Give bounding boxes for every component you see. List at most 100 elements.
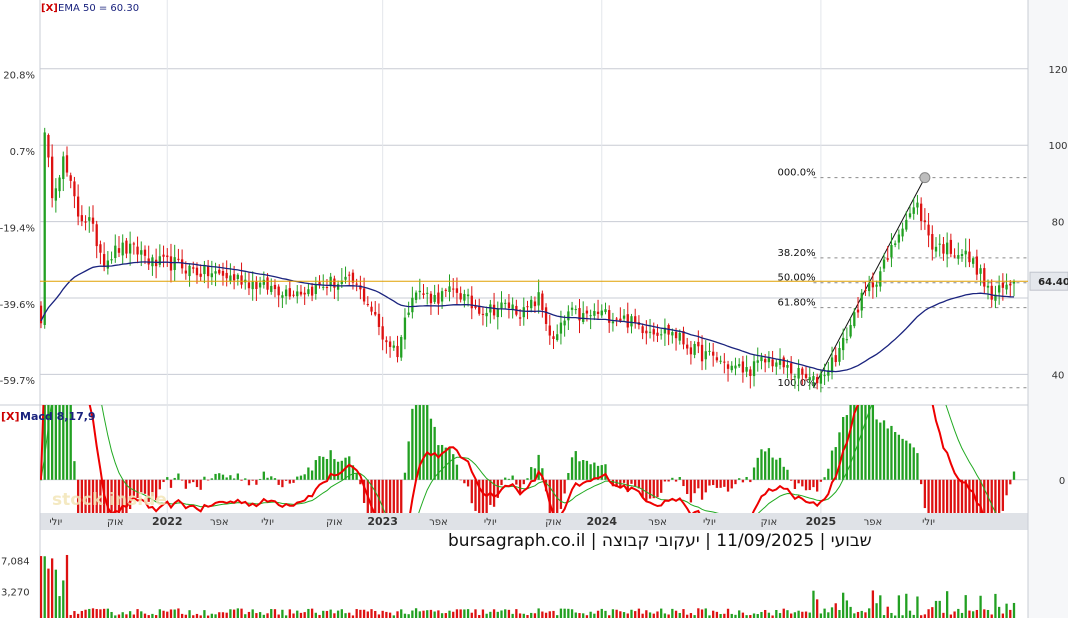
- volume-bar: [136, 609, 139, 618]
- candle: [645, 320, 648, 345]
- macd-histogram-bar: [76, 479, 80, 513]
- volume-bar: [221, 612, 225, 618]
- volume-bar: [949, 614, 953, 618]
- candle: [437, 284, 440, 315]
- candle: [403, 308, 407, 350]
- candle: [686, 337, 689, 355]
- macd-histogram-bar: [99, 479, 102, 513]
- macd-histogram-bar: [65, 405, 69, 480]
- macd-histogram-bar: [849, 405, 852, 480]
- volume-bar: [582, 613, 585, 618]
- volume-bar: [240, 608, 243, 618]
- candle: [266, 273, 269, 295]
- ema-close-button[interactable]: [X]: [41, 3, 58, 14]
- macd-histogram-bar: [860, 405, 863, 480]
- macd-histogram-bar: [173, 477, 176, 480]
- left-axis-tick-label: -39.6%: [0, 300, 35, 311]
- macd-histogram-bar: [292, 479, 295, 483]
- macd-histogram-bar: [199, 479, 202, 490]
- candle: [199, 264, 202, 282]
- volume-bar: [466, 609, 470, 618]
- macd-histogram-bar: [492, 479, 496, 507]
- macd-histogram-bar: [752, 467, 756, 480]
- volume-bar: [901, 615, 904, 618]
- macd-histogram-bar: [812, 479, 815, 488]
- volume-bar: [132, 614, 135, 618]
- macd-histogram-bar: [251, 479, 254, 481]
- candle: [882, 253, 886, 272]
- volume-bar: [128, 611, 132, 618]
- macd-histogram-bar: [738, 478, 741, 480]
- volume-bar: [667, 614, 670, 618]
- macd-histogram-bar: [452, 454, 455, 480]
- candle: [377, 303, 381, 336]
- volume-bar: [162, 610, 165, 618]
- volume-bar: [69, 614, 72, 618]
- candle: [303, 286, 306, 305]
- candle: [459, 286, 462, 303]
- macd-histogram-bar: [203, 476, 206, 480]
- volume-bar: [396, 611, 399, 618]
- macd-close-button[interactable]: [X]: [1, 410, 20, 423]
- volume-bar: [916, 596, 919, 618]
- volume-bar: [778, 613, 782, 618]
- macd-histogram-bar: [845, 415, 849, 480]
- macd-histogram-bar: [986, 479, 990, 513]
- volume-bar: [634, 611, 637, 618]
- candle: [62, 151, 65, 192]
- volume-bar: [210, 613, 213, 618]
- volume-bar: [515, 609, 518, 618]
- volume-bar: [749, 615, 752, 618]
- volume-bar: [50, 558, 54, 618]
- volume-bar: [619, 611, 622, 618]
- last-price-box: [1029, 271, 1068, 291]
- candle: [816, 373, 819, 390]
- macd-histogram-bar: [775, 459, 778, 480]
- volume-bar: [452, 611, 455, 618]
- macd-histogram-bar: [158, 479, 161, 490]
- candle: [429, 291, 433, 315]
- macd-histogram-bar: [151, 479, 154, 497]
- candle: [838, 341, 841, 366]
- candle: [964, 238, 967, 268]
- fib-handle[interactable]: [919, 172, 931, 184]
- macd-zero-tick: 0: [1059, 476, 1065, 487]
- candle: [143, 245, 147, 265]
- candle: [158, 244, 161, 268]
- ema-legend-label: EMA 50 = 60.30: [58, 3, 139, 14]
- fib-level-label: 000.0%: [777, 168, 815, 179]
- macd-histogram-bar: [429, 418, 433, 480]
- volume-bar: [864, 612, 867, 618]
- candle: [808, 366, 811, 390]
- macd-histogram-bar: [741, 479, 745, 483]
- volume-bar: [842, 592, 845, 618]
- volume-bar: [351, 615, 355, 618]
- volume-bar: [277, 614, 280, 618]
- volume-bar: [214, 614, 217, 618]
- macd-histogram-bar: [927, 479, 930, 513]
- macd-histogram-bar: [596, 465, 600, 480]
- candle: [76, 184, 80, 226]
- candle: [734, 357, 737, 376]
- macd-histogram-bar: [121, 479, 124, 513]
- volume-bar: [946, 591, 949, 618]
- macd-histogram-bar: [793, 479, 797, 489]
- left-axis-tick-label: 20.8%: [3, 71, 35, 82]
- candle: [901, 222, 904, 242]
- right-axis-tick-label: 40: [1052, 370, 1065, 381]
- candle: [348, 271, 351, 286]
- macd-histogram-bar: [110, 479, 113, 513]
- volume-bar: [652, 613, 655, 618]
- volume-bar: [1001, 613, 1005, 618]
- volume-bar: [433, 611, 436, 618]
- candle: [448, 274, 451, 302]
- volume-bar: [459, 609, 462, 618]
- volume-bar: [660, 608, 663, 618]
- candle: [986, 279, 990, 300]
- candle: [362, 277, 366, 305]
- volume-bar: [600, 608, 603, 618]
- candle: [793, 373, 797, 389]
- time-axis-label: אוק: [761, 517, 778, 528]
- candle: [749, 366, 752, 389]
- volume-bar: [968, 610, 971, 618]
